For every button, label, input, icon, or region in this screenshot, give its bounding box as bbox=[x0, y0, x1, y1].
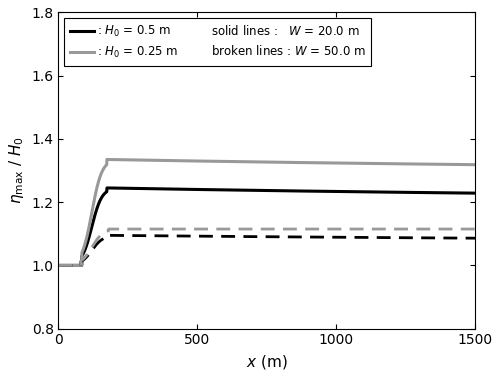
Y-axis label: $\eta_{\rm max}$ / $H_{\rm 0}$: $\eta_{\rm max}$ / $H_{\rm 0}$ bbox=[7, 136, 26, 204]
X-axis label: $x$ (m): $x$ (m) bbox=[246, 353, 288, 371]
Legend: : $H_0$ = 0.5 m, : $H_0$ = 0.25 m, solid lines :   $W$ = 20.0 m, broken lines : : : $H_0$ = 0.5 m, : $H_0$ = 0.25 m, solid… bbox=[64, 19, 371, 66]
